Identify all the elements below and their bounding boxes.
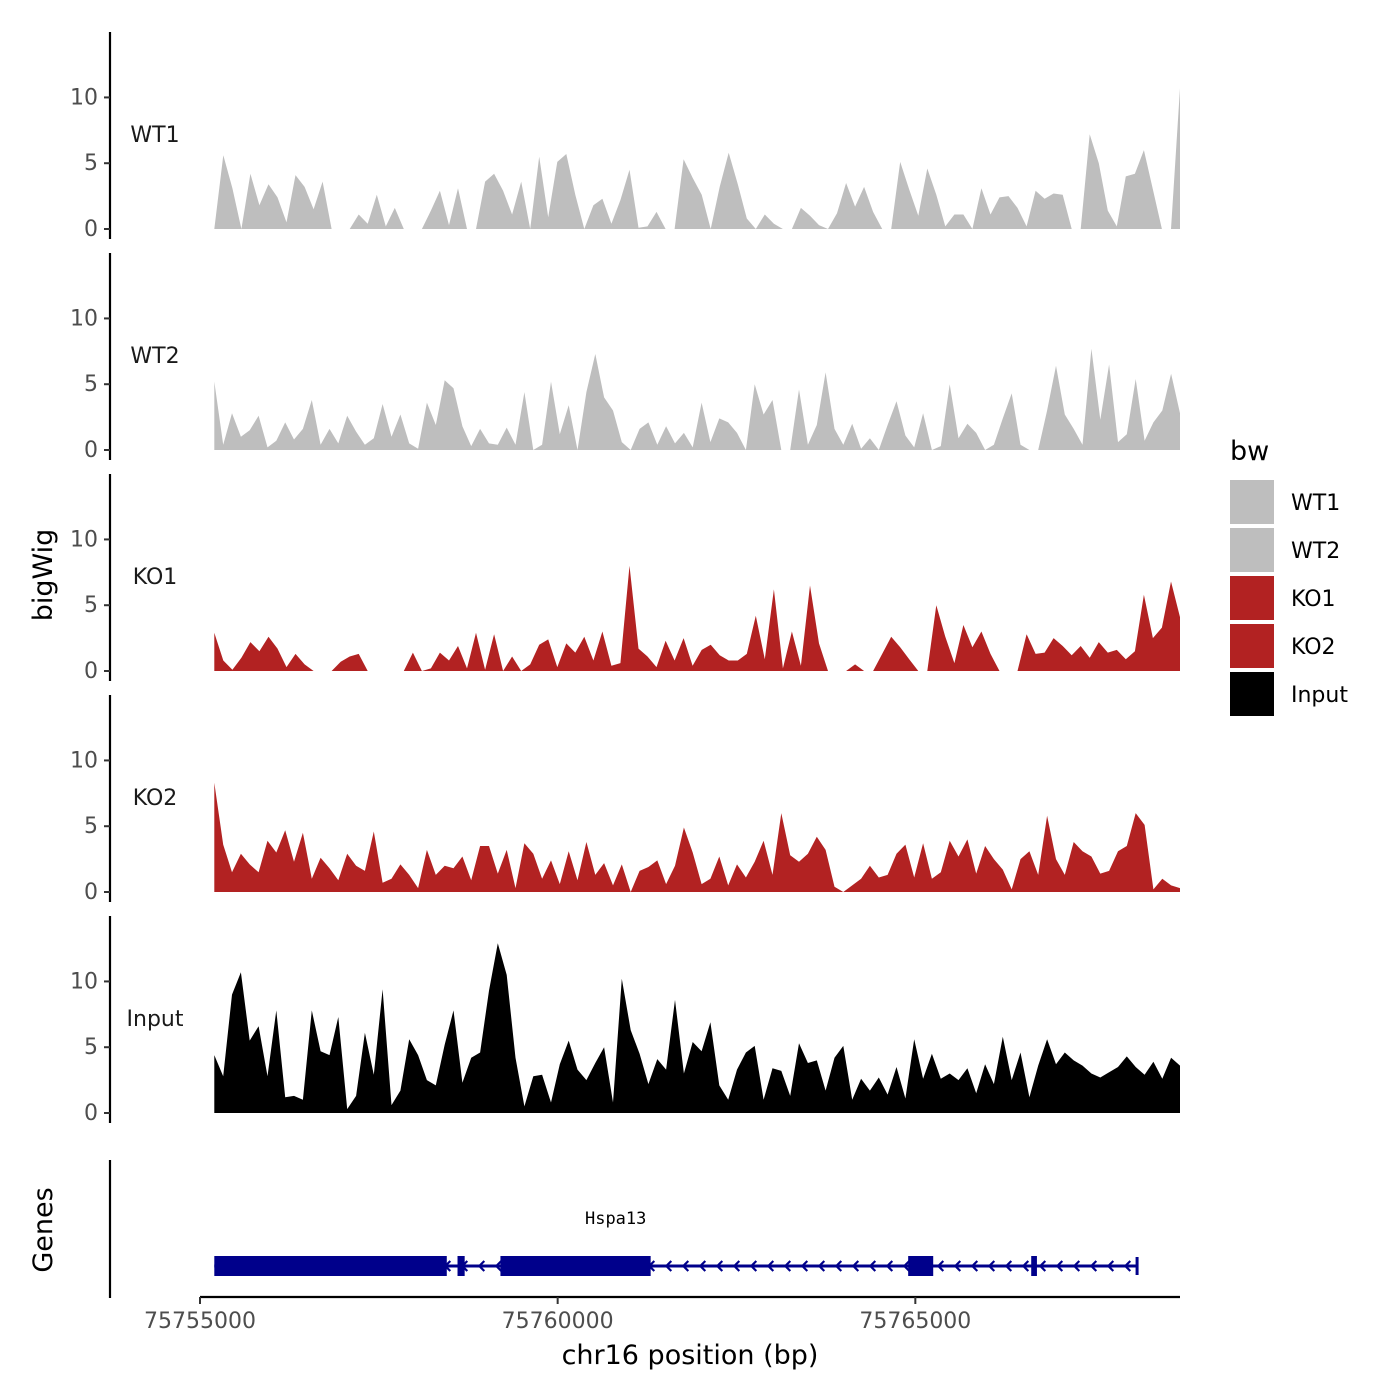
strand-arrow (698, 1260, 707, 1272)
exon-1 (214, 1256, 447, 1276)
strand-arrow (664, 1260, 673, 1272)
strand-arrow (1106, 1260, 1115, 1272)
strand-arrow (1038, 1260, 1047, 1272)
y-tick-label-wt2-0: 0 (84, 438, 98, 463)
y-tick-label-wt1-5: 5 (84, 151, 98, 176)
track-label-wt2: WT2 (130, 344, 179, 369)
area-wt1 (214, 88, 1181, 229)
legend: bw WT1 WT2 KO1 KO2 Input (1230, 436, 1348, 716)
y-tick-label-input-0: 0 (84, 1101, 98, 1126)
exon-3 (500, 1256, 651, 1276)
track-wt1: 0 5 10 WT1 (70, 32, 1181, 242)
exon-4 (908, 1256, 934, 1276)
legend-label-wt2: WT2 (1291, 539, 1340, 564)
y-axis-title: bigWig (28, 529, 59, 622)
strand-arrow (494, 1260, 503, 1272)
strand-arrow (783, 1260, 792, 1272)
legend-label-ko2: KO2 (1291, 635, 1336, 660)
y-tick-label-wt2-10: 10 (70, 306, 98, 331)
track-label-input: Input (127, 1007, 184, 1032)
strand-arrow (732, 1260, 741, 1272)
legend-label-input: Input (1291, 683, 1348, 708)
strand-arrow (902, 1260, 911, 1272)
y-tick-label-wt1-10: 10 (70, 85, 98, 110)
area-ko1 (214, 565, 1181, 671)
x-tick-label-75765000: 75765000 (859, 1309, 971, 1334)
legend-label-ko1: KO1 (1291, 587, 1336, 612)
track-panels: 0 5 10 WT1 0 5 10 WT2 0 5 10 KO1 0 5 10 KO2 0 5 10 Input (70, 32, 1181, 1126)
strand-arrow (868, 1260, 877, 1272)
strand-arrow (477, 1260, 486, 1272)
track-label-wt1: WT1 (130, 123, 179, 148)
legend-label-wt1: WT1 (1291, 491, 1340, 516)
legend-key-wt2 (1230, 528, 1274, 572)
x-axis: 75755000 75760000 75765000 (144, 1295, 1180, 1334)
track-wt2: 0 5 10 WT2 (70, 253, 1181, 463)
area-input (214, 943, 1181, 1113)
gene-label-hspa13: Hspa13 (585, 1209, 646, 1229)
exon-2 (457, 1256, 465, 1276)
strand-arrow (1021, 1260, 1030, 1272)
strand-arrow (1055, 1260, 1064, 1272)
track-input: 0 5 10 Input (70, 916, 1181, 1126)
strand-arrow (936, 1260, 945, 1272)
strand-arrow (749, 1260, 758, 1272)
strand-arrow (970, 1260, 979, 1272)
y-tick-label-ko2-0: 0 (84, 880, 98, 905)
x-axis-title: chr16 position (bp) (562, 1340, 819, 1371)
strand-arrow (817, 1260, 826, 1272)
y-tick-label-ko2-10: 10 (70, 748, 98, 773)
y-tick-label-ko1-5: 5 (84, 593, 98, 618)
strand-arrow (885, 1260, 894, 1272)
strand-arrow (1072, 1260, 1081, 1272)
exon-5 (1031, 1256, 1037, 1276)
genes-panel: Hspa13 (108, 1160, 1139, 1298)
track-ko1: 0 5 10 KO1 (70, 474, 1181, 684)
legend-key-wt1 (1230, 480, 1274, 524)
y-tick-label-wt2-5: 5 (84, 372, 98, 397)
strand-arrow (1089, 1260, 1098, 1272)
legend-key-ko2 (1230, 624, 1274, 668)
track-ko2: 0 5 10 KO2 (70, 695, 1181, 905)
strand-arrow (987, 1260, 996, 1272)
gene-hspa13: Hspa13 (214, 1209, 1139, 1276)
legend-title: bw (1230, 436, 1269, 467)
area-ko2 (214, 782, 1181, 892)
strand-arrow (766, 1260, 775, 1272)
track-label-ko2: KO2 (133, 786, 178, 811)
y-tick-label-ko1-10: 10 (70, 527, 98, 552)
y-tick-label-input-5: 5 (84, 1035, 98, 1060)
strand-arrow (834, 1260, 843, 1272)
strand-arrow (715, 1260, 724, 1272)
strand-arrow (953, 1260, 962, 1272)
y-tick-label-ko2-5: 5 (84, 814, 98, 839)
legend-key-ko1 (1230, 576, 1274, 620)
legend-key-input (1230, 672, 1274, 716)
strand-arrow (800, 1260, 809, 1272)
track-label-ko1: KO1 (133, 565, 178, 590)
strand-arrow (1123, 1260, 1132, 1272)
y-tick-label-input-10: 10 (70, 969, 98, 994)
strand-arrow (681, 1260, 690, 1272)
x-tick-label-75760000: 75760000 (502, 1309, 614, 1334)
y-tick-label-ko1-0: 0 (84, 659, 98, 684)
y-tick-label-wt1-0: 0 (84, 217, 98, 242)
area-wt2 (214, 348, 1181, 450)
strand-arrow (1004, 1260, 1013, 1272)
strand-arrow (851, 1260, 860, 1272)
genes-axis-title: Genes (28, 1187, 59, 1272)
x-tick-label-75755000: 75755000 (144, 1309, 256, 1334)
